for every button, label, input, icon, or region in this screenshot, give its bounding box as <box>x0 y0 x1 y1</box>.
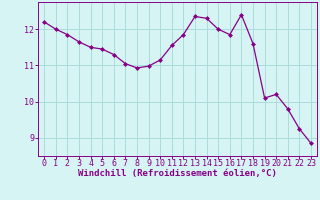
X-axis label: Windchill (Refroidissement éolien,°C): Windchill (Refroidissement éolien,°C) <box>78 169 277 178</box>
